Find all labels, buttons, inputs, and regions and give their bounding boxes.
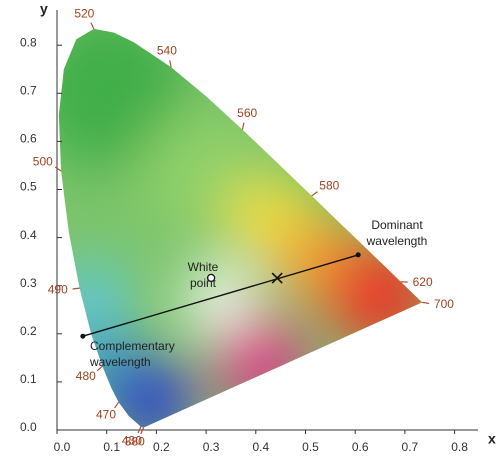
- annotation: wavelength: [366, 234, 428, 248]
- wavelength-tick: [96, 365, 103, 372]
- wavelength-tick: [311, 191, 318, 197]
- y-tick-label: 0.2: [20, 324, 37, 338]
- x-tick-label: 0.4: [252, 440, 269, 454]
- annotation: Complementary: [90, 339, 175, 353]
- y-tick-label: 0.0: [20, 420, 37, 434]
- wavelength-label: 580: [319, 179, 339, 193]
- y-tick-label: 0.5: [20, 180, 37, 194]
- wavelength-tick: [241, 122, 245, 130]
- x-tick-label: 0.3: [203, 440, 220, 454]
- wavelength-label: 430: [122, 433, 142, 447]
- x-tick-label: 0.0: [54, 440, 71, 454]
- complementary-point: [80, 333, 86, 339]
- wavelength-label: 540: [157, 44, 177, 58]
- y-tick-label: 0.6: [20, 132, 37, 146]
- wavelength-label: 520: [74, 7, 94, 21]
- y-tick-label: 0.8: [20, 35, 37, 49]
- white-point: [206, 273, 216, 283]
- x-axis-label: x: [488, 431, 496, 447]
- wavelength-label: 560: [237, 106, 257, 120]
- wavelength-label: 380: [125, 434, 145, 448]
- x-tick-label: 0.8: [451, 440, 468, 454]
- y-tick-label: 0.7: [20, 83, 37, 97]
- wavelength-label: 700: [434, 297, 454, 311]
- y-axis-label: y: [40, 1, 48, 17]
- annotation: wavelength: [89, 355, 151, 369]
- wavelength-label: 500: [33, 154, 53, 168]
- wavelength-tick: [422, 301, 430, 305]
- wavelength-label: 480: [76, 369, 96, 383]
- annotation: Dominant: [371, 218, 423, 232]
- wavelength-tick: [137, 426, 142, 434]
- y-tick-label: 0.1: [20, 372, 37, 386]
- x-tick-label: 0.5: [302, 440, 319, 454]
- wavelength-tick: [114, 401, 120, 409]
- x-tick-label: 0.7: [402, 440, 419, 454]
- wavelength-tick: [90, 22, 95, 30]
- annotation: point: [190, 276, 217, 290]
- dominant-point: [355, 252, 361, 258]
- wavelength-label: 490: [48, 282, 68, 296]
- cross-point: [271, 272, 283, 284]
- dominant-line: [82, 254, 359, 337]
- wavelength-label: 470: [96, 407, 116, 421]
- annotation: White: [188, 260, 219, 274]
- x-tick-label: 0.1: [103, 440, 120, 454]
- x-tick-label: 0.2: [153, 440, 170, 454]
- x-tick-label: 0.6: [352, 440, 369, 454]
- wavelength-tick: [140, 427, 145, 435]
- y-tick-label: 0.3: [20, 276, 37, 290]
- wavelength-label: 620: [413, 275, 433, 289]
- wavelength-tick: [169, 60, 172, 68]
- wavelength-tick: [54, 166, 62, 172]
- wavelength-tick: [72, 287, 80, 290]
- y-tick-label: 0.4: [20, 228, 37, 242]
